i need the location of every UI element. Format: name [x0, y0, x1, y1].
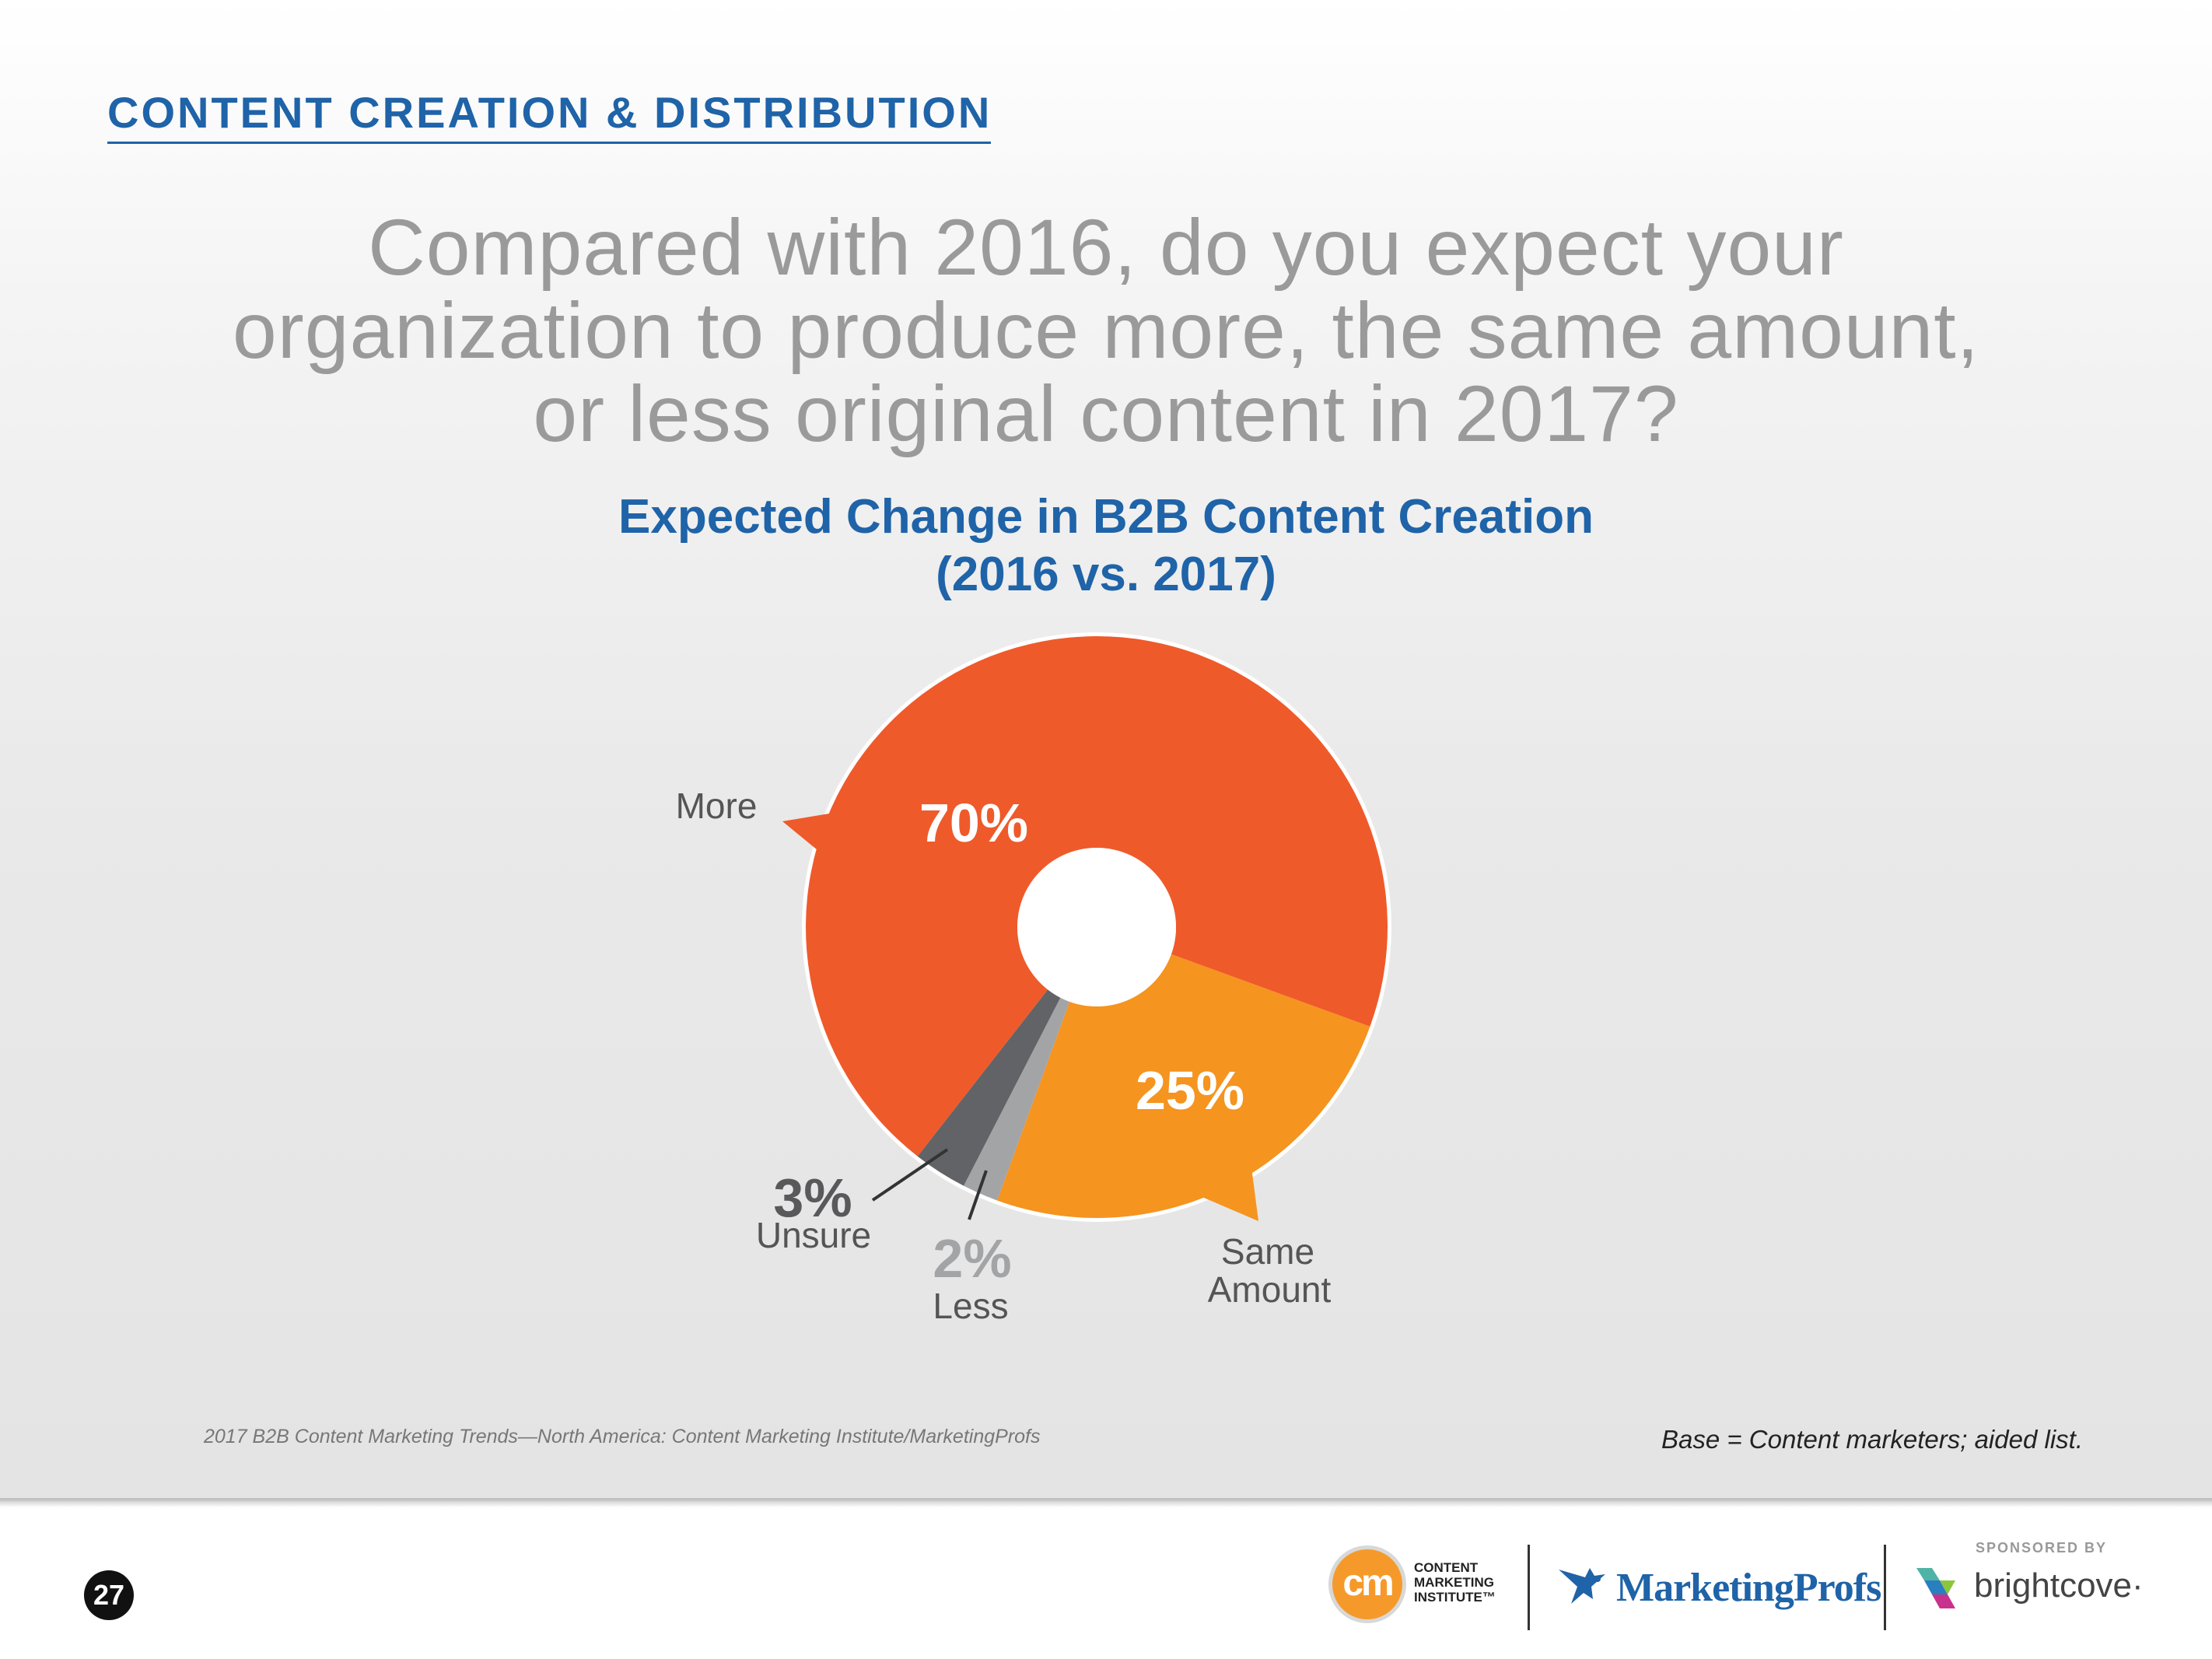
question-line-3: or less original content in 2017?: [533, 369, 1679, 458]
bird-icon: [1559, 1568, 1605, 1604]
cmi-logo: cm CONTENT MARKETING INSTITUTE™: [1328, 1543, 1500, 1629]
survey-question: Compared with 2016, do you expect your o…: [93, 206, 2119, 456]
category-label-same-amount-line-2: Amount: [1208, 1269, 1332, 1310]
category-label-unsure: Unsure: [756, 1215, 871, 1255]
callout-same-amount: [1182, 1143, 1258, 1221]
value-label-more: 70%: [919, 793, 1028, 853]
slice-group: [802, 632, 1391, 1222]
sponsored-by-label: SPONSORED BY: [1976, 1540, 2108, 1556]
footer-divider: [0, 1498, 2212, 1507]
cmi-line-2: MARKETING: [1414, 1575, 1494, 1590]
chart-title-line-1: Expected Change in B2B Content Creation: [618, 490, 1594, 544]
marketingprofs-logo: MarketingProfs: [1556, 1557, 1881, 1619]
chart-title: Expected Change in B2B Content Creation …: [406, 488, 1806, 604]
cmi-wordmark: CONTENT MARKETING INSTITUTE™: [1414, 1560, 1500, 1605]
brightcove-logo: SPONSORED BY brightcove·: [1913, 1540, 2147, 1633]
leader-line-unsure: [871, 1148, 949, 1202]
slice-unsure: [917, 989, 1061, 1186]
logo-divider: [1884, 1545, 1886, 1630]
section-title-underline: [107, 142, 991, 144]
slice-less: [964, 997, 1070, 1201]
chart-title-line-2: (2016 vs. 2017): [936, 548, 1276, 601]
brightcove-wordmark: brightcove·: [1974, 1566, 2144, 1605]
marketingprofs-wordmark: MarketingProfs: [1616, 1566, 1881, 1610]
value-label-less: 2%: [933, 1228, 1011, 1289]
leader-line-less: [968, 1170, 988, 1220]
page-number: 27: [84, 1570, 134, 1620]
donut-chart: 70% 25% 3% 2% More Unsure Less Same Amou…: [675, 632, 1391, 1326]
value-label-same-amount: 25%: [1136, 1060, 1244, 1121]
base-note: Base = Content marketers; aided list.: [1661, 1425, 2083, 1454]
cmi-line-3: INSTITUTE™: [1414, 1590, 1496, 1605]
source-citation: 2017 B2B Content Marketing Trends—North …: [204, 1426, 1041, 1447]
cmi-line-1: CONTENT: [1414, 1560, 1479, 1575]
category-label-less: Less: [933, 1286, 1008, 1326]
section-title: CONTENT CREATION & DISTRIBUTION: [107, 88, 992, 137]
logo-divider: [1528, 1545, 1530, 1630]
callout-more: [782, 814, 829, 857]
value-label-unsure: 3%: [773, 1167, 852, 1228]
brightcove-icon: [1916, 1568, 1955, 1608]
slice-more: [806, 636, 1388, 1157]
slice-same-amount: [997, 954, 1370, 1218]
category-label-more: More: [676, 786, 758, 826]
category-label-same-amount-line-1: Same: [1221, 1231, 1314, 1272]
cmi-mark: cm: [1328, 1545, 1406, 1623]
donut-hole: [1017, 848, 1176, 1006]
question-line-1: Compared with 2016, do you expect your: [368, 203, 1844, 292]
question-line-2: organization to produce more, the same a…: [233, 286, 1979, 375]
